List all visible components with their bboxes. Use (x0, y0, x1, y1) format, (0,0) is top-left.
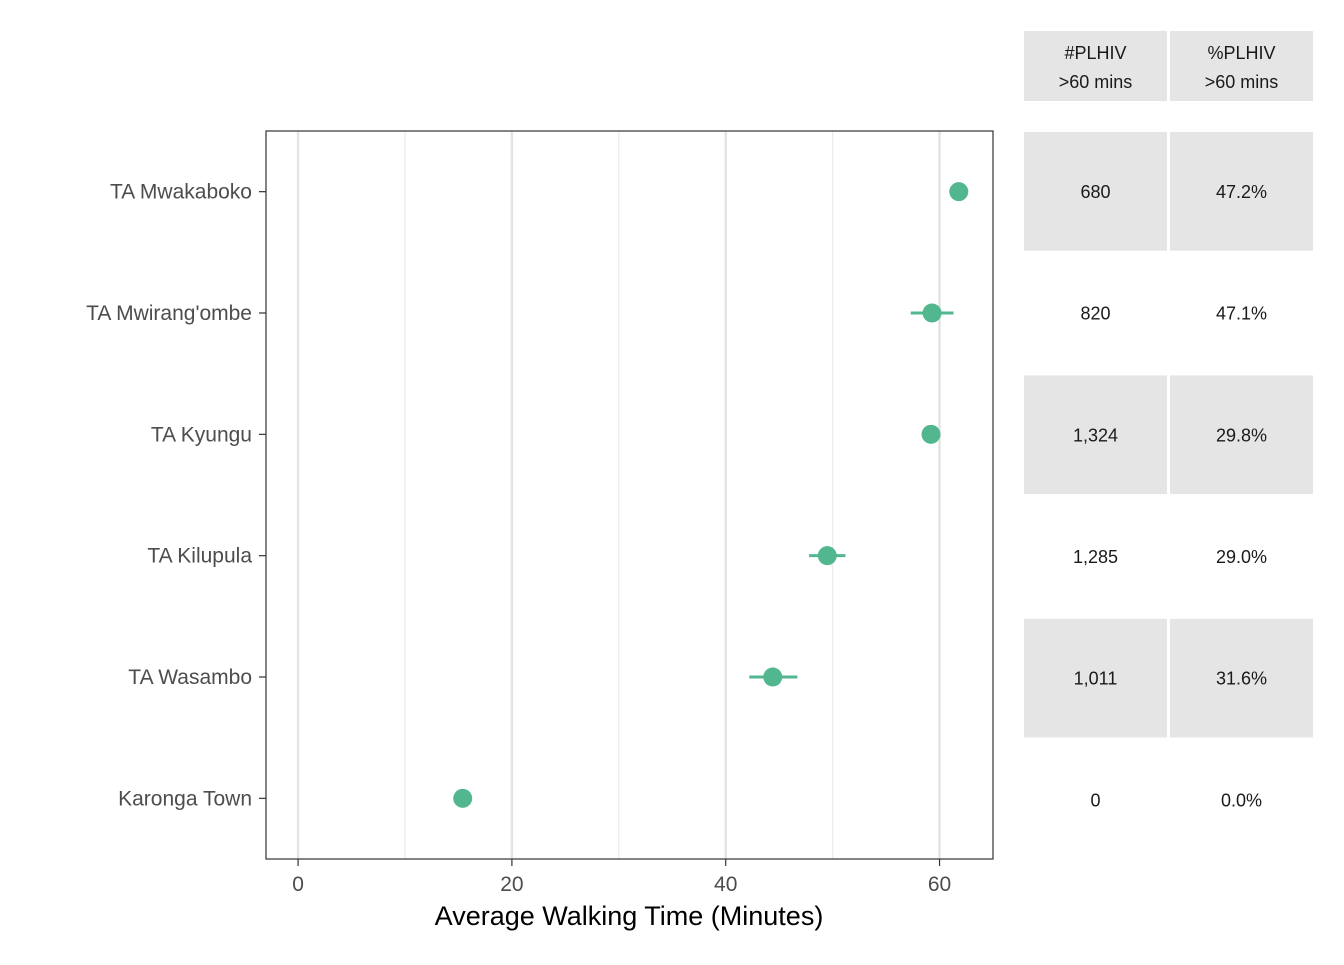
x-tick-label: 40 (714, 873, 737, 896)
data-point (817, 546, 837, 566)
category-label: Karonga Town (118, 787, 252, 810)
data-point (922, 303, 942, 323)
table-cell-bg (1170, 132, 1313, 251)
plot-panel-border (265, 130, 994, 860)
table-header-cell (1024, 31, 1167, 101)
table-cell-count: 1,285 (1073, 547, 1118, 567)
category-label: TA Kilupula (147, 545, 252, 568)
table-cell-count: 0 (1090, 790, 1100, 810)
table-cell-count: 1,011 (1074, 669, 1118, 689)
table-cell-percent: 29.0% (1216, 547, 1267, 567)
data-point (453, 788, 473, 808)
x-tick-label: 20 (500, 873, 523, 896)
table-cell-percent: 29.8% (1216, 425, 1267, 445)
category-label: TA Kyungu (151, 423, 252, 446)
data-point (763, 667, 783, 687)
x-tick-label: 60 (928, 873, 951, 896)
category-label: TA Wasambo (128, 666, 252, 689)
table-cell-percent: 47.2% (1216, 182, 1267, 202)
data-point (949, 182, 969, 202)
category-label: TA Mwirang'ombe (86, 302, 252, 325)
table-header-line2: >60 mins (1205, 72, 1279, 92)
grid-layer (296, 131, 941, 859)
x-axis: 0 20 40 60 (292, 859, 951, 896)
table-cell-percent: 0.0% (1221, 790, 1262, 810)
table-header-line1: #PLHIV (1064, 43, 1126, 63)
table-cell-bg (1024, 618, 1167, 738)
table-header-line1: %PLHIV (1207, 43, 1275, 63)
category-label: TA Mwakaboko (110, 181, 252, 204)
table-cell-bg (1024, 132, 1167, 251)
marks-layer (453, 182, 969, 808)
table-cell-bg (1170, 375, 1313, 495)
table-cell-percent: 31.6% (1216, 669, 1267, 689)
table-cell-count: 1,324 (1073, 425, 1118, 445)
summary-table: #PLHIV >60 mins %PLHIV >60 mins 680 47.2% 820 4… (1024, 31, 1313, 810)
x-tick-label: 0 (292, 873, 304, 896)
table-cell-count: 680 (1080, 182, 1110, 202)
x-axis-title: Average Walking Time (Minutes) (435, 901, 824, 931)
table-header-line2: >60 mins (1059, 72, 1133, 92)
y-axis: TA Mwakaboko TA Mwirang'ombe TA Kyungu TA K… (86, 181, 266, 810)
table-cell-count: 820 (1080, 304, 1110, 324)
data-point (921, 424, 941, 444)
table-cell-bg (1170, 618, 1313, 738)
table-header-cell (1170, 31, 1313, 101)
table-cell-bg (1024, 375, 1167, 495)
table-cell-percent: 47.1% (1216, 304, 1267, 324)
